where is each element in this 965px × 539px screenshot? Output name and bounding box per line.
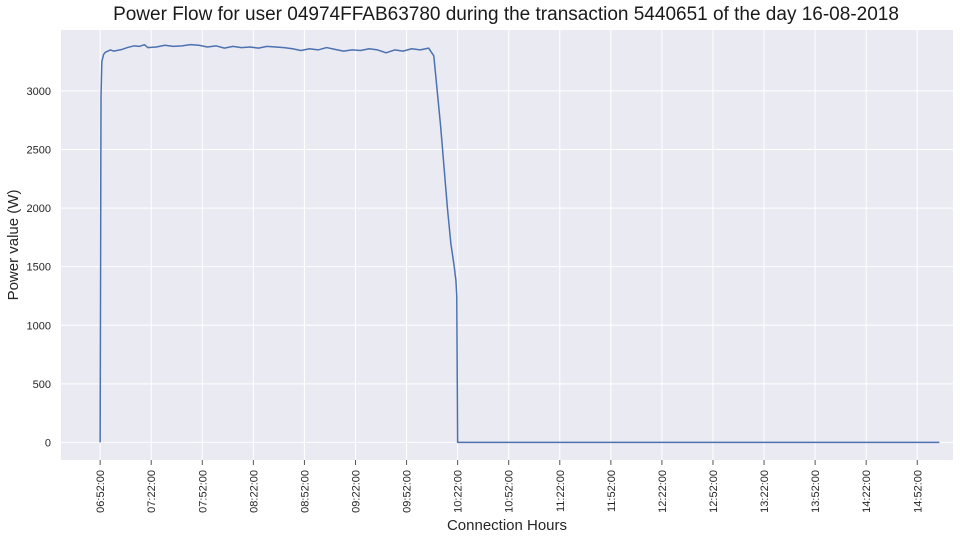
- y-tick-label: 0: [45, 437, 51, 449]
- y-tick-label: 1000: [27, 320, 51, 332]
- power-series-line: [99, 43, 940, 444]
- y-tick-label: 2500: [27, 145, 51, 157]
- x-tick-label: 13:52:00: [810, 470, 822, 513]
- x-tick-label: 14:52:00: [912, 470, 924, 513]
- x-tick-label: 07:22:00: [146, 470, 158, 513]
- x-tick-label: 11:22:00: [555, 470, 567, 512]
- x-tick-label: 09:52:00: [402, 470, 414, 513]
- y-axis-ticks: 0 500 1000 1500 2000 2500 3000: [27, 86, 51, 449]
- x-axis-ticks: 06:52:00 07:22:00 07:52:00 08:22:00 08:52:00…: [95, 460, 924, 513]
- grid-lines: [61, 30, 953, 460]
- x-tick-label: 13:22:00: [759, 470, 771, 513]
- x-tick-label: 10:22:00: [453, 470, 465, 513]
- x-axis-title: Connection Hours: [447, 517, 567, 534]
- x-tick-label: 11:52:00: [606, 470, 618, 512]
- plot-background: [61, 30, 953, 460]
- x-tick-label: 12:52:00: [708, 470, 720, 513]
- y-tick-label: 500: [33, 379, 51, 391]
- x-tick-label: 14:22:00: [861, 470, 873, 513]
- x-tick-label: 07:52:00: [197, 470, 209, 513]
- x-tick-label: 08:22:00: [248, 470, 260, 513]
- y-axis-title: Power value (W): [5, 190, 22, 301]
- x-tick-label: 06:52:00: [95, 470, 107, 513]
- y-tick-label: 2000: [27, 203, 51, 215]
- x-tick-label: 12:22:00: [657, 470, 669, 513]
- x-tick-label: 10:52:00: [504, 470, 516, 513]
- chart-title: Power Flow for user 04974FFAB63780 durin…: [113, 4, 899, 25]
- x-tick-label: 09:22:00: [350, 470, 362, 513]
- y-tick-label: 1500: [27, 262, 51, 274]
- y-tick-label: 3000: [27, 86, 51, 98]
- x-tick-label: 08:52:00: [299, 470, 311, 513]
